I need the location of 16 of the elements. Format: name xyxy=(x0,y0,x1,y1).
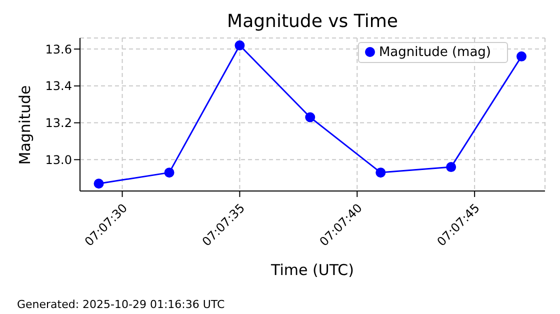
point xyxy=(305,112,316,122)
y-tick-label: 13.0 xyxy=(45,152,72,167)
y-tick-label: 13.2 xyxy=(45,116,72,130)
point xyxy=(446,162,456,172)
point xyxy=(94,178,104,189)
chart-title: Magnitude vs Time xyxy=(226,11,399,32)
point xyxy=(234,40,245,50)
legend-label: Magnitude (mag) xyxy=(378,45,491,60)
y-axis-title: Magnitude xyxy=(16,85,34,165)
text: Generated: 2025-10-29 01:16:36 UTC xyxy=(17,298,225,311)
x-axis-title: Time (UTC) xyxy=(270,261,355,279)
y-tick-label: 13.6 xyxy=(45,42,72,56)
point xyxy=(516,51,526,62)
point xyxy=(164,168,174,178)
point xyxy=(376,168,386,178)
y-tick-label: 13.4 xyxy=(45,79,72,94)
